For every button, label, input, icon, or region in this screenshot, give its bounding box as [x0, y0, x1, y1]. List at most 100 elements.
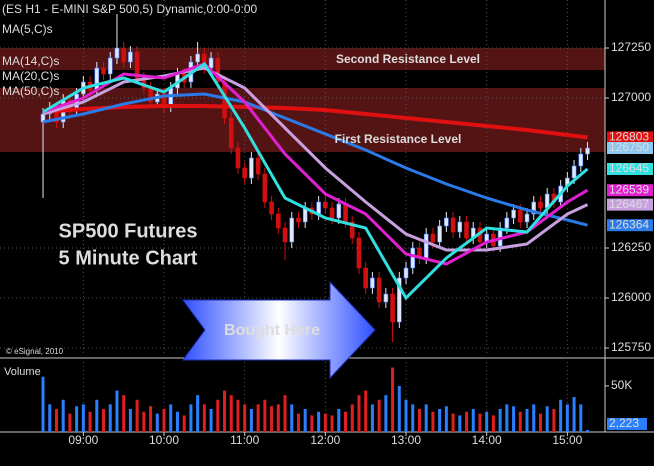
volume-bar: [169, 404, 173, 432]
volume-bar: [115, 390, 119, 432]
volume-bar: [337, 408, 341, 432]
candle-body: [94, 67, 100, 91]
volume-bar: [404, 399, 408, 432]
candle-body: [215, 57, 221, 83]
legend-entry: MA(5,C)s: [2, 22, 53, 36]
candle-body: [464, 221, 469, 239]
candle-body: [255, 157, 261, 175]
candle-body: [114, 47, 120, 59]
candle-body: [370, 277, 375, 289]
volume-bar: [48, 404, 52, 432]
candle-body: [578, 153, 584, 167]
candle-body: [289, 217, 295, 243]
volume-bar: [162, 408, 166, 432]
x-tick-label: 09:00: [68, 433, 98, 447]
volume-bar: [189, 404, 193, 432]
volume-bar: [485, 411, 489, 432]
candle-body: [504, 217, 510, 229]
volume-bar: [444, 406, 448, 432]
x-tick-label: 11:00: [230, 433, 259, 447]
candle-body: [430, 233, 436, 243]
candle-body: [585, 147, 590, 155]
volume-bar: [102, 408, 106, 432]
last-value-label: 126750: [609, 140, 649, 154]
candle-body: [128, 51, 133, 63]
volume-bar: [283, 395, 287, 432]
candle-body: [437, 225, 442, 243]
volume-bar: [357, 395, 361, 432]
volume-bar: [491, 415, 495, 432]
candle-body: [107, 57, 113, 75]
volume-bar: [243, 404, 247, 432]
candle-body: [349, 221, 355, 239]
volume-bar: [498, 408, 502, 432]
volume-bar: [525, 408, 529, 432]
y-tick-label: 50K: [611, 378, 632, 392]
candle-body: [282, 227, 288, 243]
volume-bar: [458, 415, 462, 432]
volume-bar: [559, 399, 563, 432]
volume-bar: [518, 411, 522, 432]
volume-bar: [95, 399, 99, 432]
volume-bar: [149, 406, 153, 432]
volume-bar: [196, 395, 200, 432]
volume-bar: [75, 406, 79, 432]
volume-bar: [572, 397, 576, 432]
candle-body: [101, 67, 106, 75]
legend-entry: MA(20,C)s: [2, 69, 59, 83]
ma-line: [42, 61, 589, 301]
volume-bar: [41, 376, 45, 432]
legend-entry: MA(50,C)s: [2, 84, 59, 98]
ma-line: [42, 92, 588, 227]
volume-bar: [538, 413, 542, 432]
volume-bar: [565, 404, 569, 432]
copyright: © eSignal, 2010: [6, 347, 64, 356]
volume-bar: [317, 411, 321, 432]
arrow: [182, 280, 376, 380]
candle-body: [511, 209, 516, 219]
volume-bar: [471, 408, 475, 432]
volume-bar: [263, 399, 267, 432]
y-tick-label: 126000: [611, 290, 651, 304]
volume-bar: [586, 429, 590, 432]
candle-body: [363, 267, 368, 289]
volume-bar: [478, 413, 482, 432]
last-value-box: [607, 163, 653, 175]
candle-body: [538, 201, 543, 209]
y-tick-label: 125750: [611, 340, 651, 354]
last-value-box: [607, 142, 653, 154]
band-label: Second Resistance Level: [336, 52, 480, 66]
volume-bar: [68, 413, 72, 432]
candle-body: [228, 117, 234, 149]
last-value-label: 126803: [609, 130, 649, 144]
volume-bar: [296, 413, 300, 432]
volume-bar: [249, 408, 253, 432]
candle-body: [323, 201, 328, 209]
ma-line: [42, 66, 589, 252]
last-value-label: 126645: [609, 161, 649, 175]
ma-line: [42, 104, 588, 140]
candle-body: [571, 165, 577, 179]
volume-bar: [512, 406, 516, 432]
volume-bar: [209, 408, 213, 432]
last-value-box: [607, 417, 647, 430]
volume-bar: [344, 411, 348, 432]
volume-bar: [465, 411, 469, 432]
candle-body: [423, 233, 429, 259]
annotation: Bought Here: [224, 322, 320, 339]
last-value-box: [607, 131, 653, 144]
last-value-box: [607, 198, 653, 211]
volume-bar: [236, 399, 240, 432]
last-value-box: [607, 184, 653, 197]
volume-bar: [229, 395, 233, 432]
volume-bar: [202, 404, 206, 432]
volume-bar: [505, 404, 509, 432]
volume-bar: [350, 404, 354, 432]
x-tick-label: 15:00: [552, 433, 582, 447]
last-value-label: 2,223: [609, 416, 639, 430]
volume-bar: [438, 408, 442, 432]
candle-body: [262, 173, 268, 203]
x-tick-label: 13:00: [391, 433, 421, 447]
volume-bar: [303, 408, 307, 432]
